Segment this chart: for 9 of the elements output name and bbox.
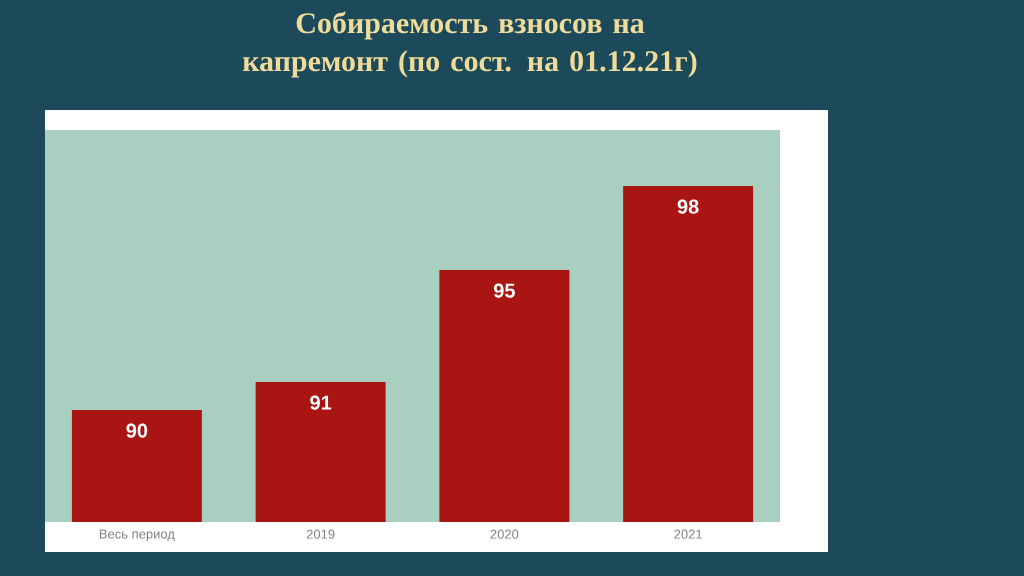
x-tick-label: 2020 bbox=[490, 529, 519, 539]
data-label: 90 bbox=[126, 423, 148, 438]
x-tick-label: 2019 bbox=[306, 529, 335, 539]
x-tick-label: Весь период bbox=[99, 529, 175, 542]
data-label: 98 bbox=[677, 199, 699, 214]
data-label: 91 bbox=[310, 395, 332, 410]
chart-title: Собираемость взносов на капремонт (по сост. на 01.12.21г) bbox=[242, 11, 697, 78]
x-tick-label: 2021 bbox=[674, 529, 702, 539]
data-label: 95 bbox=[493, 283, 515, 298]
